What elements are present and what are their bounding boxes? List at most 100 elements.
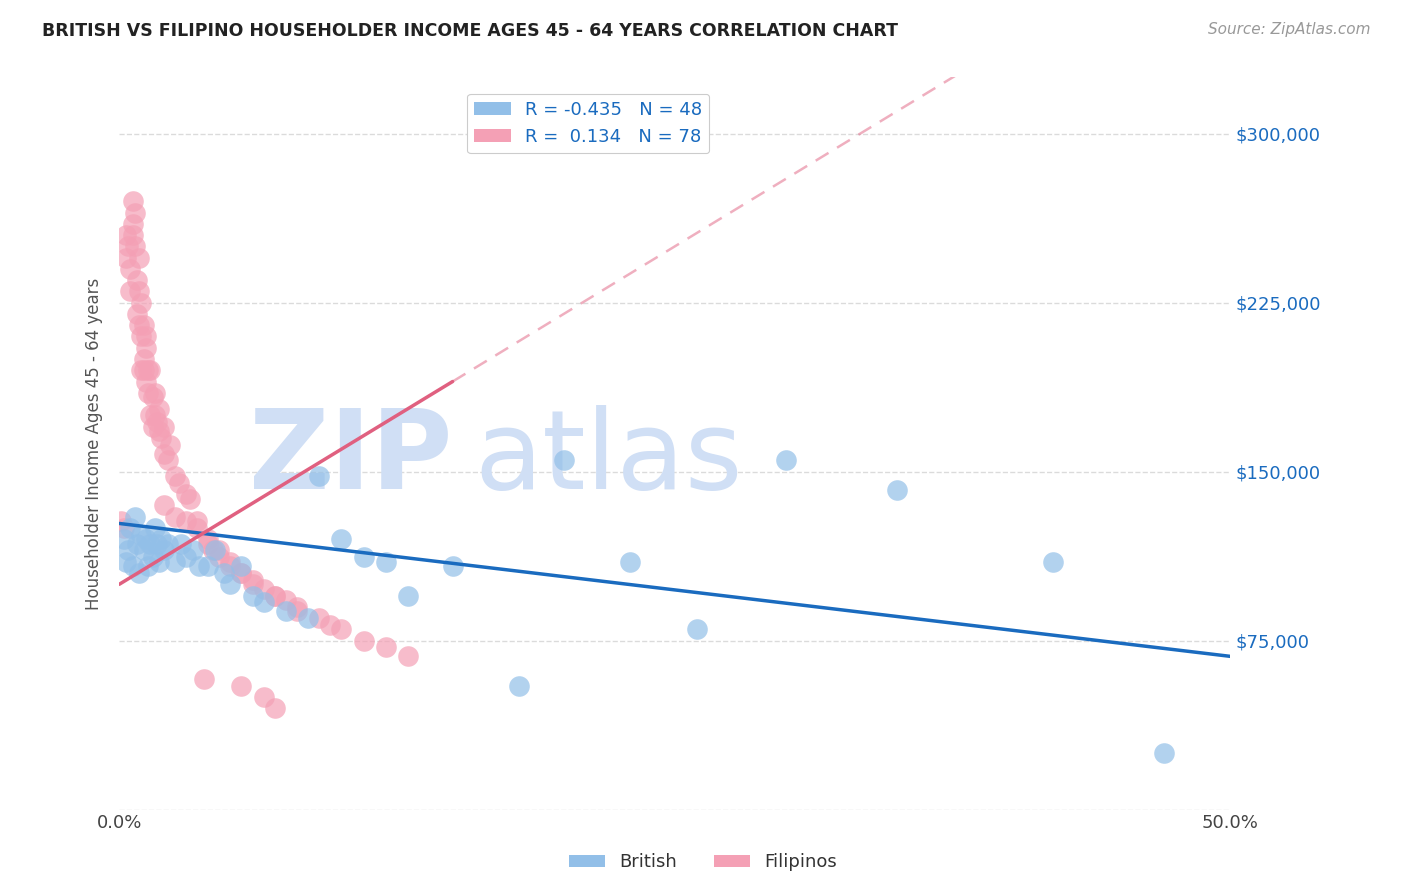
Point: [146, 537, 169, 551]
Point: [619, 555, 641, 569]
Point: [208, 543, 231, 558]
Point: [219, 577, 242, 591]
Point: [132, 363, 155, 377]
Point: [150, 431, 173, 445]
Point: [152, 543, 174, 558]
Point: [121, 194, 143, 209]
Point: [125, 537, 148, 551]
Text: atlas: atlas: [475, 405, 744, 512]
Point: [142, 550, 165, 565]
Point: [136, 559, 159, 574]
Point: [135, 329, 157, 343]
Point: [131, 295, 153, 310]
Point: [110, 514, 132, 528]
Point: [263, 701, 285, 715]
Point: [253, 595, 276, 609]
Point: [131, 363, 153, 377]
Point: [253, 690, 276, 704]
Text: BRITISH VS FILIPINO HOUSEHOLDER INCOME AGES 45 - 64 YEARS CORRELATION CHART: BRITISH VS FILIPINO HOUSEHOLDER INCOME A…: [42, 22, 898, 40]
Point: [146, 415, 169, 429]
Point: [132, 318, 155, 333]
Point: [353, 633, 375, 648]
Point: [1153, 746, 1175, 760]
Point: [136, 363, 159, 377]
Point: [143, 385, 166, 400]
Point: [174, 550, 197, 565]
Point: [285, 604, 308, 618]
Point: [170, 537, 193, 551]
Y-axis label: Householder Income Ages 45 - 64 years: Householder Income Ages 45 - 64 years: [86, 277, 103, 609]
Point: [242, 573, 264, 587]
Point: [181, 543, 204, 558]
Point: [150, 533, 173, 547]
Point: [132, 543, 155, 558]
Point: [274, 593, 297, 607]
Point: [297, 611, 319, 625]
Point: [169, 475, 191, 490]
Point: [163, 509, 186, 524]
Point: [308, 611, 330, 625]
Point: [125, 273, 148, 287]
Point: [157, 537, 180, 551]
Point: [132, 351, 155, 366]
Point: [115, 251, 138, 265]
Point: [353, 550, 375, 565]
Point: [396, 589, 419, 603]
Point: [135, 375, 157, 389]
Point: [152, 419, 174, 434]
Point: [135, 341, 157, 355]
Point: [115, 228, 138, 243]
Point: [125, 307, 148, 321]
Point: [148, 424, 170, 438]
Point: [128, 251, 150, 265]
Point: [121, 228, 143, 243]
Point: [139, 537, 162, 551]
Point: [121, 217, 143, 231]
Point: [143, 409, 166, 423]
Text: ZIP: ZIP: [249, 405, 453, 512]
Point: [117, 543, 139, 558]
Point: [374, 640, 396, 655]
Point: [231, 679, 253, 693]
Point: [179, 491, 201, 506]
Point: [197, 559, 219, 574]
Point: [131, 527, 153, 541]
Point: [131, 329, 153, 343]
Point: [139, 363, 162, 377]
Point: [686, 623, 709, 637]
Point: [231, 566, 253, 580]
Point: [242, 589, 264, 603]
Point: [319, 617, 342, 632]
Point: [120, 261, 142, 276]
Point: [124, 205, 146, 219]
Point: [212, 566, 235, 580]
Point: [157, 453, 180, 467]
Legend: British, Filipinos: British, Filipinos: [562, 847, 844, 879]
Point: [136, 385, 159, 400]
Point: [1042, 555, 1064, 569]
Point: [142, 419, 165, 434]
Point: [128, 318, 150, 333]
Point: [163, 469, 186, 483]
Point: [253, 582, 276, 596]
Point: [330, 623, 353, 637]
Point: [775, 453, 797, 467]
Text: Source: ZipAtlas.com: Source: ZipAtlas.com: [1208, 22, 1371, 37]
Point: [124, 239, 146, 253]
Point: [553, 453, 575, 467]
Point: [274, 604, 297, 618]
Point: [208, 550, 231, 565]
Point: [174, 487, 197, 501]
Point: [124, 509, 146, 524]
Point: [193, 672, 215, 686]
Point: [143, 521, 166, 535]
Point: [121, 559, 143, 574]
Point: [308, 469, 330, 483]
Point: [219, 559, 242, 574]
Point: [263, 589, 285, 603]
Point: [441, 559, 464, 574]
Point: [242, 577, 264, 591]
Point: [886, 483, 908, 497]
Point: [396, 649, 419, 664]
Point: [148, 555, 170, 569]
